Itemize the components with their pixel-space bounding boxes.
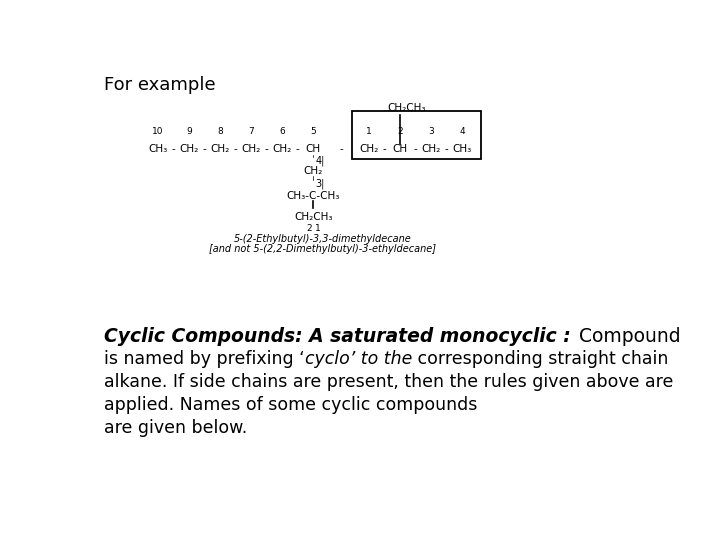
Text: 2: 2 <box>397 127 402 136</box>
Text: CH₂CH₃: CH₂CH₃ <box>387 103 426 112</box>
Text: -: - <box>234 145 238 154</box>
Text: -: - <box>172 145 176 154</box>
Text: are given below.: are given below. <box>104 419 247 437</box>
Text: 4: 4 <box>459 127 465 136</box>
Text: -: - <box>203 145 207 154</box>
Text: CH₂: CH₂ <box>210 145 230 154</box>
Text: 6: 6 <box>279 127 285 136</box>
Text: -: - <box>445 145 449 154</box>
Text: For example: For example <box>104 76 215 94</box>
Text: -: - <box>265 145 269 154</box>
Text: CH₂: CH₂ <box>273 145 292 154</box>
Text: 3|: 3| <box>315 178 325 188</box>
Text: CH₃: CH₃ <box>148 145 168 154</box>
Text: cyclo’ to the: cyclo’ to the <box>305 350 412 368</box>
Text: 9: 9 <box>186 127 192 136</box>
Text: 4|: 4| <box>315 155 325 166</box>
Text: corresponding straight chain: corresponding straight chain <box>412 350 668 368</box>
Text: -: - <box>339 145 343 154</box>
Bar <box>352 111 482 159</box>
Text: Compound: Compound <box>573 327 680 346</box>
Text: CH₂: CH₂ <box>421 145 441 154</box>
Text: CH₃: CH₃ <box>452 145 472 154</box>
Text: Cyclic Compounds: A saturated monocyclic :: Cyclic Compounds: A saturated monocyclic… <box>104 327 571 346</box>
Text: 8: 8 <box>217 127 223 136</box>
Text: -: - <box>413 145 418 154</box>
Text: CH: CH <box>392 145 408 154</box>
Text: 1: 1 <box>366 127 372 136</box>
Text: alkane. If side chains are present, then the rules given above are: alkane. If side chains are present, then… <box>104 373 673 391</box>
Text: CH: CH <box>305 145 321 154</box>
Text: 7: 7 <box>248 127 254 136</box>
Text: -: - <box>382 145 387 154</box>
Text: CH₂CH₃: CH₂CH₃ <box>294 212 333 222</box>
Text: 5-(2-Ethylbutyl)-3,3-dimethyldecane: 5-(2-Ethylbutyl)-3,3-dimethyldecane <box>233 234 411 244</box>
Text: 5: 5 <box>310 127 316 136</box>
Text: CH₂: CH₂ <box>359 145 379 154</box>
Text: [and not 5-(2,2-Dimethylbutyl)-3-ethyldecane]: [and not 5-(2,2-Dimethylbutyl)-3-ethylde… <box>209 244 436 254</box>
Text: -: - <box>296 145 300 154</box>
Text: is named by prefixing ‘: is named by prefixing ‘ <box>104 350 305 368</box>
Text: CH₂: CH₂ <box>242 145 261 154</box>
Text: 10: 10 <box>153 127 164 136</box>
Text: CH₃-C-CH₃: CH₃-C-CH₃ <box>287 191 340 201</box>
Text: 2: 2 <box>307 224 312 233</box>
Text: CH₂: CH₂ <box>179 145 199 154</box>
Text: CH₂: CH₂ <box>304 166 323 176</box>
Text: applied. Names of some cyclic compounds: applied. Names of some cyclic compounds <box>104 396 477 414</box>
Text: 1: 1 <box>315 224 320 233</box>
Text: 3: 3 <box>428 127 434 136</box>
